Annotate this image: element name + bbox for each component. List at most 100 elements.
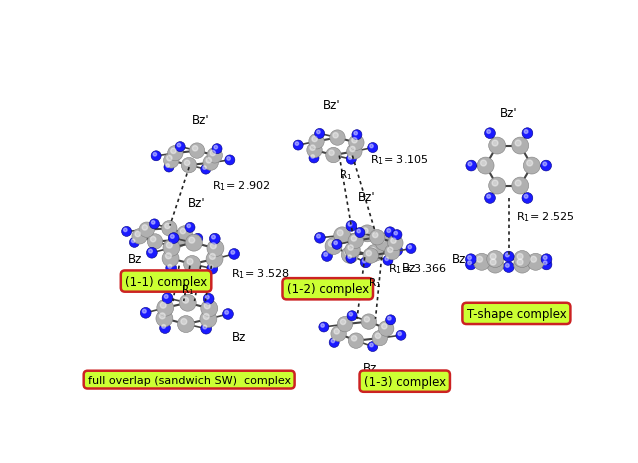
Text: R$_1$= 3.366: R$_1$= 3.366 <box>388 262 447 275</box>
Circle shape <box>524 131 528 134</box>
Circle shape <box>310 146 315 151</box>
Circle shape <box>139 223 154 238</box>
Text: R$_1$= 3.528: R$_1$= 3.528 <box>232 267 290 281</box>
Circle shape <box>512 178 529 194</box>
Circle shape <box>319 322 329 332</box>
Text: Bz': Bz' <box>188 196 205 209</box>
Circle shape <box>349 313 353 316</box>
Circle shape <box>468 163 472 167</box>
Circle shape <box>543 163 547 167</box>
Circle shape <box>360 257 371 268</box>
Text: Bz: Bz <box>452 252 466 265</box>
Circle shape <box>354 132 357 136</box>
Text: R$_1$= 3.105: R$_1$= 3.105 <box>370 152 429 166</box>
Circle shape <box>189 238 195 244</box>
Circle shape <box>390 238 396 244</box>
Circle shape <box>132 229 147 244</box>
Circle shape <box>322 251 332 262</box>
Circle shape <box>156 310 173 327</box>
Circle shape <box>373 233 378 238</box>
Circle shape <box>505 264 509 268</box>
Circle shape <box>168 265 172 269</box>
Circle shape <box>378 321 394 337</box>
Circle shape <box>392 245 403 257</box>
Circle shape <box>295 143 299 146</box>
Circle shape <box>167 156 172 162</box>
Circle shape <box>171 149 176 154</box>
Circle shape <box>396 331 406 340</box>
Circle shape <box>147 234 163 250</box>
Circle shape <box>323 253 327 257</box>
Circle shape <box>515 181 521 187</box>
Circle shape <box>206 158 211 163</box>
Circle shape <box>406 244 416 254</box>
Circle shape <box>527 254 544 271</box>
Circle shape <box>130 238 139 248</box>
Text: (1-1) complex: (1-1) complex <box>125 275 207 288</box>
Circle shape <box>370 145 373 149</box>
Circle shape <box>206 251 223 268</box>
Circle shape <box>544 261 547 265</box>
Circle shape <box>541 259 552 270</box>
Circle shape <box>372 331 387 346</box>
Circle shape <box>503 262 514 273</box>
Circle shape <box>514 251 531 268</box>
Circle shape <box>362 228 368 234</box>
Text: R$_1$: R$_1$ <box>181 282 195 296</box>
Circle shape <box>175 142 185 152</box>
Circle shape <box>394 247 397 251</box>
Circle shape <box>477 257 482 263</box>
Circle shape <box>352 131 362 140</box>
Circle shape <box>383 256 393 266</box>
Circle shape <box>166 164 170 168</box>
Circle shape <box>151 151 161 162</box>
Circle shape <box>209 254 216 260</box>
Circle shape <box>408 246 412 249</box>
Circle shape <box>489 178 505 194</box>
Circle shape <box>160 303 166 308</box>
Circle shape <box>201 165 211 175</box>
Circle shape <box>334 227 351 244</box>
Circle shape <box>149 250 152 253</box>
Circle shape <box>329 241 334 247</box>
Circle shape <box>142 310 146 313</box>
Circle shape <box>329 338 339 348</box>
Circle shape <box>321 324 324 327</box>
Circle shape <box>167 243 170 247</box>
Circle shape <box>225 156 235 166</box>
Circle shape <box>207 240 224 257</box>
Circle shape <box>151 221 155 225</box>
Circle shape <box>364 317 369 322</box>
Circle shape <box>385 227 396 238</box>
Circle shape <box>385 257 389 261</box>
Circle shape <box>359 225 376 242</box>
Circle shape <box>522 193 533 204</box>
Circle shape <box>514 257 531 274</box>
Circle shape <box>131 239 135 243</box>
Circle shape <box>204 294 214 305</box>
Circle shape <box>363 248 378 264</box>
Circle shape <box>512 138 529 155</box>
Circle shape <box>487 195 491 199</box>
Circle shape <box>124 229 127 232</box>
Circle shape <box>168 146 183 162</box>
Circle shape <box>337 230 343 236</box>
Circle shape <box>366 251 371 257</box>
Circle shape <box>187 259 193 265</box>
Circle shape <box>466 254 477 265</box>
Circle shape <box>189 144 205 159</box>
Circle shape <box>223 309 234 320</box>
Text: R$_1$= 2.902: R$_1$= 2.902 <box>212 179 271 193</box>
Circle shape <box>346 155 356 165</box>
Circle shape <box>167 243 172 249</box>
Circle shape <box>179 294 197 312</box>
Circle shape <box>351 236 357 242</box>
Circle shape <box>331 339 335 343</box>
Circle shape <box>142 225 147 231</box>
Circle shape <box>182 298 189 304</box>
Circle shape <box>203 156 218 171</box>
Text: R$_1$: R$_1$ <box>367 275 381 289</box>
Circle shape <box>293 141 303 151</box>
Circle shape <box>212 144 222 154</box>
Circle shape <box>214 146 218 150</box>
